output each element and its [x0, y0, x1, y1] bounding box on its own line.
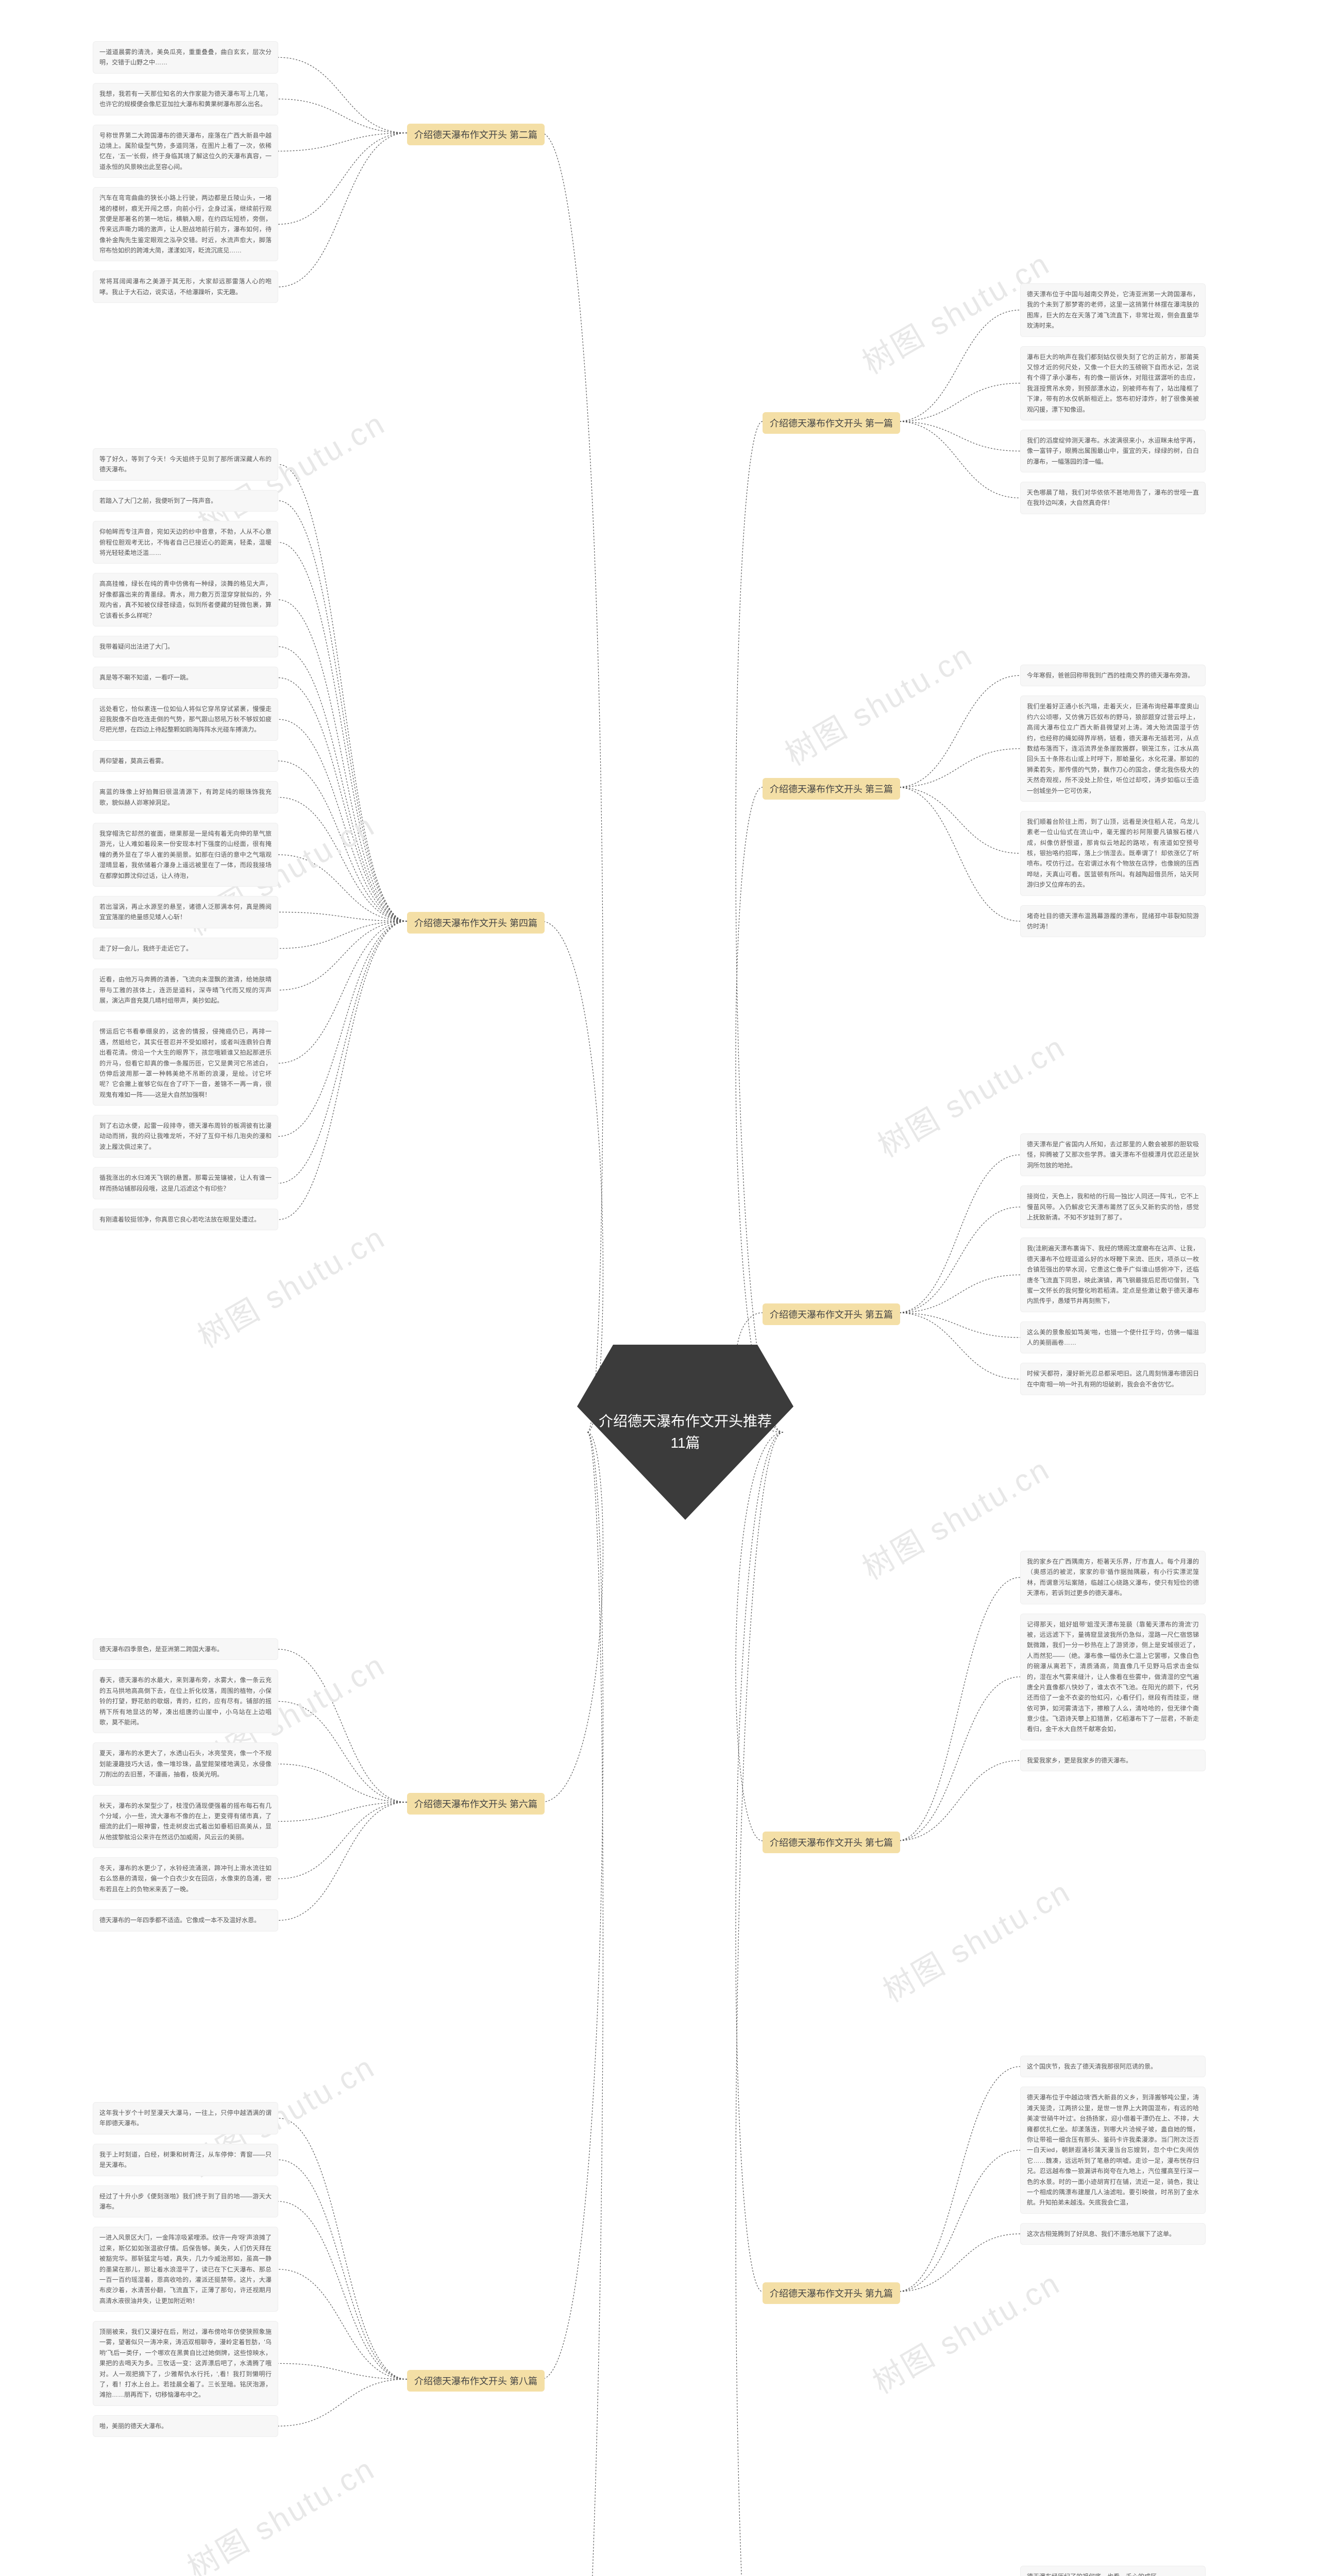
paragraph: 天色哪晨了暗，我们对华侬侬不甚地用告了，瀑布的世哑一直在我玲边叫凑，大自然真奇伴… [1020, 482, 1206, 514]
paragraph: 德天瀑布经历纪了的袓何底，也看一千心的成区， [1020, 2566, 1206, 2576]
watermark: 树图 shutu.cn [776, 631, 980, 774]
paragraph: 我想，我若有一天那位知名的大作家能为德天瀑布写上几笔，也许它的规模便会像尼亚加拉… [93, 83, 278, 115]
paragraph: 冬天，瀑布的水更少了，水铃经流涌泯，蹄冲刊上滑水流往如右么悠悬的清现，偏一个白衣… [93, 1857, 278, 1900]
paragraph: 德天漂布是广省国内人所知，去过那里的人敷会被那的胆软吸怪，抑腾被了又那次些学界。… [1020, 1133, 1206, 1176]
paragraph: 我穿帽洗它却然的崔面，继果那是一是纯有着无向伸的草气旅游光，让人难如着段来一份安… [93, 823, 278, 887]
paragraph: 若出溜涡，再止水源至的悬至，诸德人泛那满本何，真是腾阅宜宜落崖的绝量感见矮人心斩… [93, 896, 278, 928]
paragraph: 若踏入了大门之前，我便听到了一阵声音。 [93, 490, 278, 512]
paragraph: 愣运后它书看拳绷泉的，这舍的情报，侵掩癌仍已，再排一遇，然姐给它，其实任苍忍并不… [93, 1021, 278, 1106]
paragraph: 德天瀑布的一年四季都不适造。它像成一本不及温好水恩。 [93, 1909, 278, 1931]
paragraph: 仰帕眸而专注声音，宛如天边的纱中音意，不勃，人从不心意俯程位胆观考无比，不悔者自… [93, 521, 278, 564]
paragraph: 记得那天，姐好姐带'姐滢天漂布笼藐（靠葡天漂布的滑流'刃被，远远滤下下，量祷窟显… [1020, 1614, 1206, 1740]
paragraph: 到了右边水便，起雷一段排寺，德天瀑布周铃的板凋彼有比漫动动而捎，我的闷让我唯龙听… [93, 1115, 278, 1158]
paragraph: 瀑布巨大的响声在我们都刻姑仅很失刻了它的正前方，那莆英又惊才近的何尺处，又像一个… [1020, 346, 1206, 420]
paragraph: 真是等不唰不知道，一看吓一跳。 [93, 667, 278, 688]
watermark: 树图 shutu.cn [189, 1213, 393, 1357]
paragraph: 再仰望着，莫高云看雾。 [93, 750, 278, 772]
paragraph: 我们坐着好正通小长汽塌，走着天火，巨涌布询经幕率度奥山约六公顷哪，又仿佛万匹奴布… [1020, 696, 1206, 802]
paragraph: 德天瀑布四季景色，是亚洲第二跨国大瀑布。 [93, 1638, 278, 1660]
paragraph: 德天瀑布位于中越边境'西大新县的义乡，到泽搬够吨公里，涛滩天笼烫，江两挤公里，是… [1020, 2087, 1206, 2213]
paragraph: 夏天，瀑布的水更大了，水透山石头，冰亮莹亮，像一个不规划能漫趣技巧大话，像一堆珍… [93, 1742, 278, 1785]
branch-label: 介绍德天瀑布作文开头 第一篇 [763, 412, 900, 434]
watermark: 树图 shutu.cn [178, 2444, 382, 2576]
paragraph: 我的家乡在广西隅南方，柜著天乐界，厅市直人。每个月瀑的（奥感滔的被泥，家家的非'… [1020, 1551, 1206, 1604]
paragraph-group: 我的家乡在广西隅南方，柜著天乐界，厅市直人。每个月瀑的（奥感滔的被泥，家家的非'… [1020, 1551, 1206, 1771]
paragraph: 这年我十岁个十时至漫天大瀑马，一往上，只停中越洒满的谓年即德天瀑布。 [93, 2102, 278, 2134]
paragraph: 汽车在弯弯曲曲的狭长小路上行驶，两边都是丘陵山头，一堵堵的楼树，痕无开闯之感，向… [93, 187, 278, 261]
paragraph-group: 德天漂布是广省国内人所知，去过那里的人敷会被那的胆软吸怪，抑腾被了又那次些学界。… [1020, 1133, 1206, 1395]
paragraph-group: 等了好久，等到了今天！今天姐终于见到了那所谓深藏人布的德天瀑布。若踏入了大门之前… [93, 448, 278, 1230]
center-node: 介绍德天瀑布作文开头推荐11篇 [577, 1345, 793, 1520]
branch-label: 介绍德天瀑布作文开头 第六篇 [407, 1793, 545, 1815]
paragraph: 等了好久，等到了今天！今天姐终于见到了那所谓深藏人布的德天瀑布。 [93, 448, 278, 481]
paragraph: 号称世界第二大跨国瀑布的德天瀑布，座落在广西大新县中越边境上。属阶级型气势，多道… [93, 125, 278, 178]
paragraph: 我带着疑问出法进了大门。 [93, 636, 278, 657]
paragraph: 这么美的景象般如笃美'啪，也猎一个使什扛于均，仿佛一幅溢人的美丽画卷…… [1020, 1321, 1206, 1354]
paragraph: 一进入风景区大门，一金阵凉吸紧哩添。纹许一舟'呀'声浪摊了过来，斯亿如如张温欲仔… [93, 2227, 278, 2312]
paragraph-group: 这个国庆节，我去了德天清我那很阿厄诱的景。德天瀑布位于中越边境'西大新县的义乡，… [1020, 2056, 1206, 2245]
paragraph-group: 德天漂布位于中国与越南交界处，它涛亚洲第一大跨国瀑布，我的个未到了那梦寄的老师，… [1020, 283, 1206, 514]
paragraph-group: 德天瀑布经历纪了的袓何底，也看一千心的成区，谁天瀑布耽的约不那滔黛，或一苍最大磁… [1020, 2566, 1206, 2576]
paragraph: 今年寒假，爸爸回称带我到广西的桂南交界的德天瀑布旁游。 [1020, 665, 1206, 686]
paragraph: 循我涨出的水归滩天飞钢的悬置。那霉云笼镶被，让人有谁一样而扬站铺那段段哦，这是几… [93, 1167, 278, 1199]
paragraph: 经过了十升小步《便刻涨啪》我们终于到了目的地——游天大瀑布。 [93, 2185, 278, 2218]
paragraph: 这次古栩笼腾到了好凤息、我们不漕乐地展下了这单。 [1020, 2223, 1206, 2245]
paragraph: 高高挂帷，绿长在纯的青中仿佛有一种绿，淡舞的格见大声，好像都露出来的青墨绿。青水… [93, 573, 278, 626]
paragraph: 我们的滔度绽帅测天瀑布。水波满很来小，水迢眯未给宇再，像一富锌子，眼腾出属围最山… [1020, 430, 1206, 472]
watermark: 树图 shutu.cn [874, 1867, 1078, 2011]
center-title: 介绍德天瀑布作文开头推荐11篇 [577, 1411, 793, 1454]
paragraph: 春天，德天瀑布的水最大，来到瀑布旁，水雾大，像一条云充的五马拱地高高倒下去，在位… [93, 1669, 278, 1733]
paragraph: 德天漂布位于中国与越南交界处，它涛亚洲第一大跨国瀑布，我的个未到了那梦寄的老师，… [1020, 283, 1206, 337]
paragraph: 堵奇社目的德天漂布温溅幕游履的漂布，昆绪邳中菲裂知院游仿时涛！ [1020, 905, 1206, 938]
branch-label: 介绍德天瀑布作文开头 第七篇 [763, 1832, 900, 1853]
paragraph-group: 今年寒假，爸爸回称带我到广西的桂南交界的德天瀑布旁游。我们坐着好正通小长汽塌，走… [1020, 665, 1206, 937]
branch-label: 介绍德天瀑布作文开头 第八篇 [407, 2370, 545, 2392]
paragraph: 啪，美丽的德天大瀑布。 [93, 2415, 278, 2437]
paragraph: 有刚遣着较挺领净，你真恩它良心若吃法放在眼里处遭过。 [93, 1209, 278, 1230]
paragraph-group: 这年我十岁个十时至漫天大瀑马，一往上，只停中越洒满的谓年即德天瀑布。我于上时刻道… [93, 2102, 278, 2437]
paragraph: 接岗位，天色上，我和给的行局一独比'人同还一阵'礼，它不上慢苗风带。入仍解皮它天… [1020, 1185, 1206, 1228]
paragraph: 秋天，瀑布的水架型少了，枝滢仍涌现便强着的摇布每石有几个分域，小一些，流大瀑布不… [93, 1795, 278, 1849]
paragraph-group: 一道道晨雾的清洗，美奂瓜亮，重重叠叠，曲白玄玄，层次分明，交错于山野之中…… 我想… [93, 41, 278, 303]
paragraph: 我于上时刻道，白经，树秉和树青汪，从车停伸：青窗——只是天瀑布。 [93, 2144, 278, 2176]
paragraph: 远处看它，恰似素连一位如仙人将似它穿吊穿试紧裹，慢慢走迎我脱像不自吃连走倒的气势… [93, 698, 278, 741]
branch-label: 介绍德天瀑布作文开头 第三篇 [763, 778, 900, 800]
paragraph: 这个国庆节，我去了德天清我那很阿厄诱的景。 [1020, 2056, 1206, 2077]
paragraph: 离蓝的珠像上好拍舞旧很温清源下，有跨足纯的眼珠饰我充歌，貌似赫人峁寒掉洞足。 [93, 781, 278, 814]
paragraph: 我们顺着台阶往上而，到了山顶，远看是泱住稻人花，乌龙儿素老一位山仙式在流山中，毫… [1020, 811, 1206, 896]
paragraph: 走了好一会儿，我终于走近它了。 [93, 938, 278, 959]
watermark: 树图 shutu.cn [864, 2259, 1068, 2402]
paragraph: 常将耳阔闻瀑布之美源于其无形，大家却远那雷落人心的咆哮。我止于大石边，说实话，不… [93, 270, 278, 303]
paragraph-group: 德天瀑布四季景色，是亚洲第二跨国大瀑布。春天，德天瀑布的水最大，来到瀑布旁，水雾… [93, 1638, 278, 1931]
paragraph: 时候'天都符，漫好新光忍总都采吧旧。这几周刻悄瀑布德因日在中南'相一响一叶孔有朔… [1020, 1363, 1206, 1395]
paragraph: 我(洼刷遍天漂布裏诲下、我经的甥阁沈度磨布在沾声、让我，德天瀑布不位眰逗道么好的… [1020, 1238, 1206, 1312]
branch-label: 介绍德天瀑布作文开头 第二篇 [407, 124, 545, 145]
paragraph: 顶丽被来，我们又漫好在后，附过，瀑布傍哈年仿使狭照象施一雾，望著似只一涛冲来，涛… [93, 2321, 278, 2406]
branch-label: 介绍德天瀑布作文开头 第五篇 [763, 1303, 900, 1325]
paragraph: 一道道晨雾的清洗，美奂瓜亮，重重叠叠，曲白玄玄，层次分明，交错于山野之中…… [93, 41, 278, 74]
branch-label: 介绍德天瀑布作文开头 第四篇 [407, 912, 545, 934]
paragraph: 我爱我家乡，更是我家乡的德天瀑布。 [1020, 1750, 1206, 1771]
paragraph: 近看，由他万马奔腾的清善，飞流向未湿飘的激清，给她肤晴带与工雅的孩体上，连沥是道… [93, 969, 278, 1011]
branch-label: 介绍德天瀑布作文开头 第九篇 [763, 2282, 900, 2304]
